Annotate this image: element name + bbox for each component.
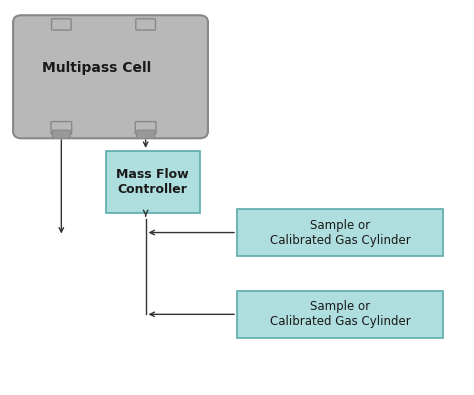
FancyBboxPatch shape xyxy=(13,15,208,138)
FancyBboxPatch shape xyxy=(52,19,71,30)
Text: Sample or
Calibrated Gas Cylinder: Sample or Calibrated Gas Cylinder xyxy=(270,218,410,246)
FancyBboxPatch shape xyxy=(237,291,443,338)
FancyBboxPatch shape xyxy=(106,151,200,213)
Text: Sample or
Calibrated Gas Cylinder: Sample or Calibrated Gas Cylinder xyxy=(270,300,410,328)
Text: Mass Flow
Controller: Mass Flow Controller xyxy=(117,168,189,196)
FancyBboxPatch shape xyxy=(136,19,155,30)
FancyBboxPatch shape xyxy=(53,130,70,138)
FancyBboxPatch shape xyxy=(137,130,155,138)
FancyBboxPatch shape xyxy=(51,122,72,134)
FancyBboxPatch shape xyxy=(136,122,156,134)
FancyBboxPatch shape xyxy=(237,209,443,256)
Text: Multipass Cell: Multipass Cell xyxy=(42,61,151,75)
